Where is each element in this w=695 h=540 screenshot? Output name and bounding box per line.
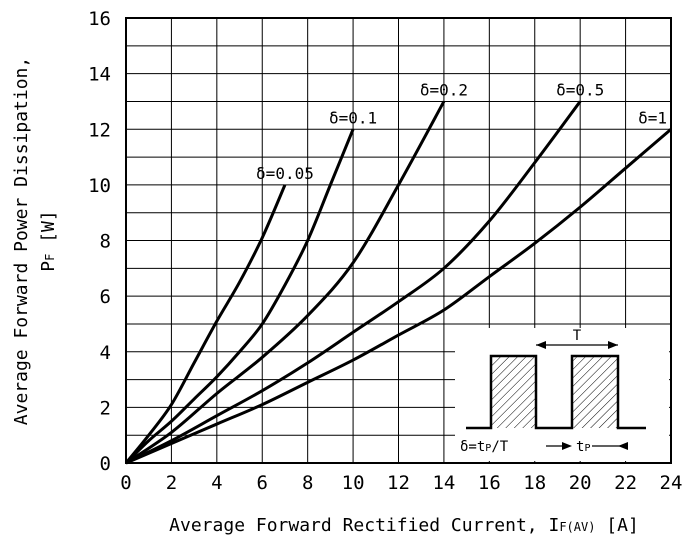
x-tick-label: 0 <box>120 472 131 494</box>
x-axis-title: Average Forward Rectified Current, IF(AV… <box>169 515 639 536</box>
y-tick-label: 10 <box>88 175 111 197</box>
x-tick-label: 6 <box>257 472 268 494</box>
series-line-1 <box>124 128 355 465</box>
x-tick-label: 10 <box>342 472 365 494</box>
y-tick-label: 8 <box>100 231 111 253</box>
series-label-0: δ=0.05 <box>256 164 314 183</box>
period-arrow-left-icon <box>536 341 546 349</box>
y-tick-label: 14 <box>88 64 111 86</box>
series-line-2 <box>125 100 446 465</box>
period-arrow-right-icon <box>608 341 618 349</box>
pulse-arrow-left-icon <box>562 442 572 450</box>
series-line-0 <box>124 184 287 464</box>
duty-ratio-label: δ=tP/T <box>460 439 509 455</box>
x-tick-label: 12 <box>387 472 410 494</box>
y-axis-title-line1: Average Forward Power Dissipation, <box>11 57 32 425</box>
x-tick-label: 22 <box>614 472 637 494</box>
x-tick-label: 4 <box>211 472 222 494</box>
y-tick-label: 4 <box>100 342 111 364</box>
duty-cycle-inset: T δ=tP/T tP <box>455 328 669 461</box>
series-label-1: δ=0.1 <box>329 108 377 127</box>
period-label: T <box>573 328 582 344</box>
curves: δ=0.05 δ=0.1 δ=0.2 δ=0.5 δ=1 <box>124 80 672 465</box>
inset-background <box>455 328 669 461</box>
y-tick-label: 6 <box>100 286 111 308</box>
y-tick-label: 12 <box>88 119 111 141</box>
x-tick-label: 18 <box>523 472 546 494</box>
series-line-3 <box>125 100 582 465</box>
y-tick-label: 16 <box>88 8 111 30</box>
pulse-2 <box>572 356 618 428</box>
x-tick-label: 24 <box>660 472 683 494</box>
x-tick-label: 2 <box>166 472 177 494</box>
plot-frame <box>125 17 672 464</box>
y-tick-label: 2 <box>100 397 111 419</box>
pulse-waveform <box>466 354 646 430</box>
x-tick-label: 8 <box>302 472 313 494</box>
y-tick-label: 0 <box>100 453 111 475</box>
x-tick-label: 14 <box>432 472 455 494</box>
series-label-4: δ=1 <box>638 108 667 127</box>
x-tick-label: 16 <box>478 472 501 494</box>
series-label-3: δ=0.5 <box>556 80 604 99</box>
y-axis-title-line2: PF [W] <box>38 210 59 271</box>
pulse-width-label: tP <box>576 439 590 455</box>
series-label-2: δ=0.2 <box>420 80 468 99</box>
pulse-1 <box>491 356 536 428</box>
pulse-arrow-right-icon <box>618 442 628 450</box>
series-line-4 <box>125 128 672 465</box>
x-tick-label: 20 <box>569 472 592 494</box>
